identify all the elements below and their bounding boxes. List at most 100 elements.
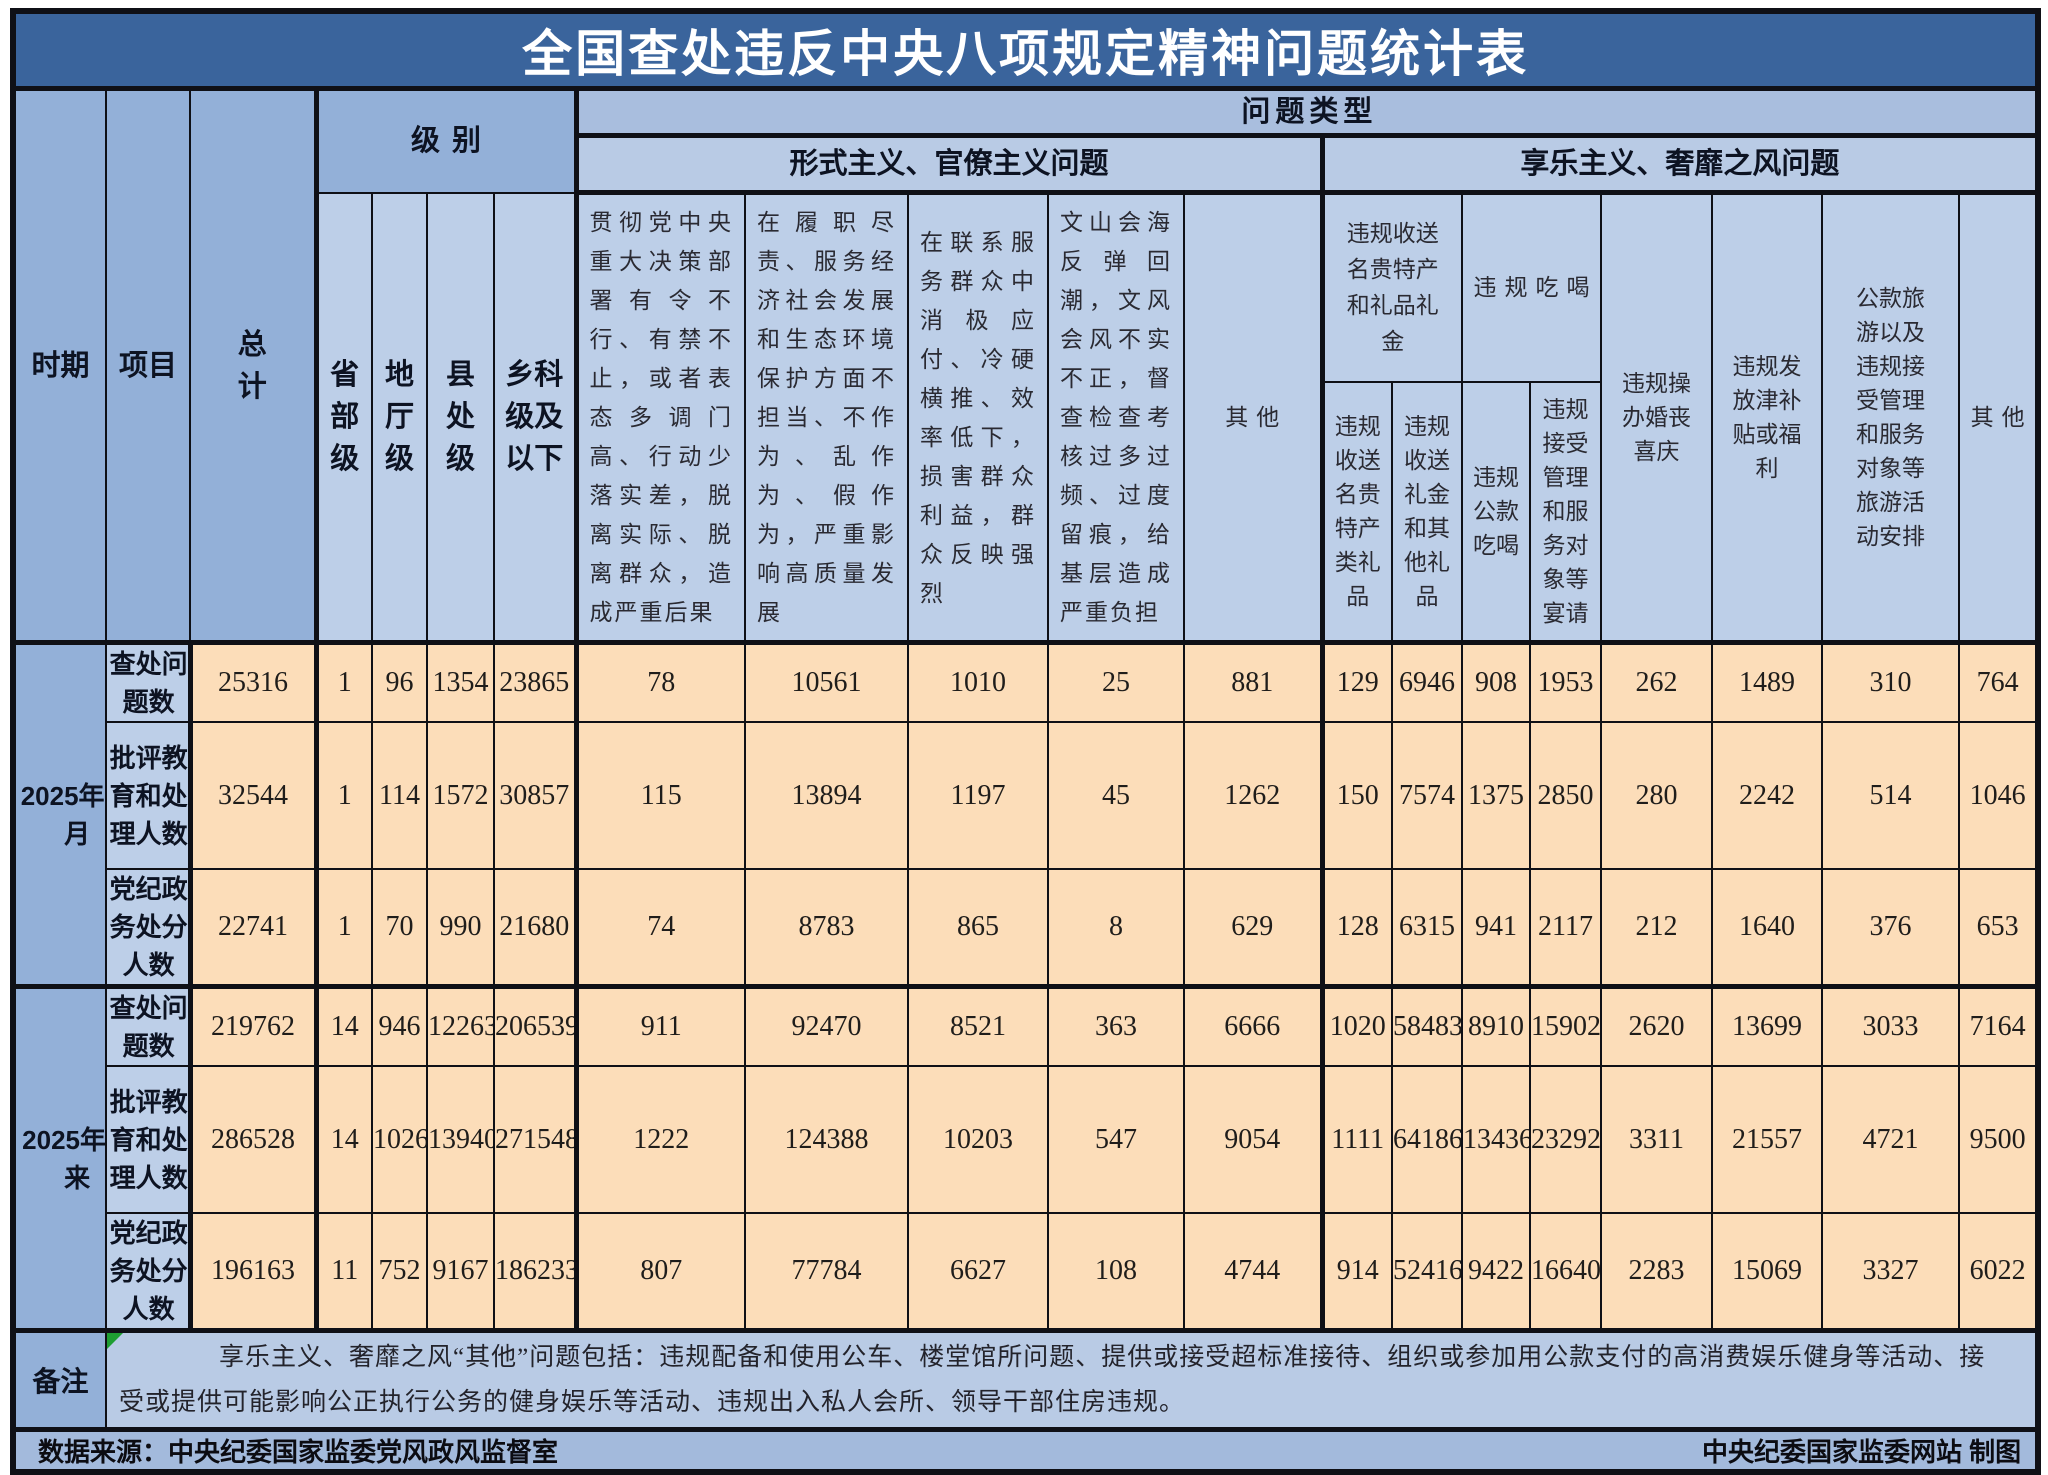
row-label: 党纪政务处分人数 — [105, 1212, 193, 1333]
data-cell: 96 — [371, 641, 428, 723]
data-cell: 14 — [315, 985, 373, 1067]
data-cell: 15902 — [1529, 985, 1602, 1067]
data-cell: 514 — [1821, 721, 1960, 870]
data-cell: 3327 — [1821, 1212, 1960, 1333]
header-hedonism-col-2: 违规公款吃喝 — [1461, 381, 1531, 646]
row-label: 查处问题数 — [105, 641, 193, 723]
header-formalism-col-3: 文山会海反弹回潮，文风会风不实不正，督查检查考核过多过频、过度留痕，给基层造成严… — [1047, 191, 1185, 645]
header-problem-type-group: 问题类型 — [574, 87, 2040, 138]
data-cell: 908 — [1461, 641, 1531, 723]
data-cell: 13894 — [744, 721, 909, 870]
data-cell: 22741 — [189, 868, 319, 989]
header-hedonism-col-6: 公款旅游以及违规接受管理和服务对象等旅游活动安排 — [1821, 191, 1960, 645]
data-cell: 115 — [575, 721, 746, 870]
data-cell: 3033 — [1821, 985, 1960, 1067]
data-cell: 92470 — [744, 985, 909, 1067]
data-cell: 547 — [1047, 1065, 1185, 1214]
period-label: 2025年10月 — [12, 641, 107, 989]
data-cell: 25316 — [189, 641, 319, 723]
data-cell: 8 — [1047, 868, 1185, 989]
period-label: 2025年以来 — [12, 985, 107, 1333]
source-left: 数据来源：中央纪委国家监委党风政风监督室 — [38, 1437, 559, 1467]
header-level-3: 乡科级及以下 — [493, 191, 579, 645]
data-cell: 1046 — [1957, 721, 2040, 870]
data-cell: 9422 — [1461, 1212, 1531, 1333]
header-formalism-col-2: 在联系服务群众中消极应付、冷硬横推、效率低下，损害群众利益，群众反映强烈 — [907, 191, 1049, 645]
note-text: 享乐主义、奢靡之风“其他”问题包括：违规配备和使用公车、楼堂馆所问题、提供或接受… — [119, 1344, 1986, 1416]
data-cell: 376 — [1821, 868, 1960, 989]
data-cell: 286528 — [189, 1065, 319, 1214]
data-cell: 219762 — [189, 985, 319, 1067]
data-cell: 1262 — [1183, 721, 1325, 870]
data-cell: 52416 — [1391, 1212, 1463, 1333]
data-cell: 23292 — [1529, 1065, 1602, 1214]
data-cell: 807 — [575, 1212, 746, 1333]
data-cell: 124388 — [744, 1065, 909, 1214]
header-hedonism-col-7: 其他 — [1957, 191, 2040, 645]
header-formalism-col-1: 在履职尽责、服务经济社会发展和生态环境保护方面不担当、不作为、乱作为、假作为，严… — [744, 191, 909, 645]
data-cell: 1222 — [575, 1065, 746, 1214]
data-cell: 1 — [315, 641, 373, 723]
data-cell: 1354 — [426, 641, 495, 723]
data-cell: 941 — [1461, 868, 1531, 989]
data-cell: 271548 — [493, 1065, 579, 1214]
header-hedonism-col-4: 违规操办婚丧喜庆 — [1600, 191, 1713, 645]
data-cell: 8783 — [744, 868, 909, 989]
header-level-2: 县处级 — [426, 191, 495, 645]
data-cell: 1572 — [426, 721, 495, 870]
note-cell: 享乐主义、奢靡之风“其他”问题包括：违规配备和使用公车、楼堂馆所问题、提供或接受… — [104, 1329, 2040, 1432]
data-cell: 2117 — [1529, 868, 1602, 989]
data-cell: 1010 — [907, 641, 1049, 723]
data-cell: 9167 — [426, 1212, 495, 1333]
data-cell: 1197 — [907, 721, 1049, 870]
data-cell: 310 — [1821, 641, 1960, 723]
header-hedonism-group: 享乐主义、奢靡之风问题 — [1320, 134, 2040, 195]
data-cell: 6946 — [1391, 641, 1463, 723]
header-level-1: 地厅级 — [371, 191, 428, 645]
data-cell: 78 — [575, 641, 746, 723]
data-cell: 21680 — [493, 868, 579, 989]
data-cell: 186233 — [493, 1212, 579, 1333]
row-label: 查处问题数 — [105, 985, 193, 1067]
data-cell: 881 — [1183, 641, 1325, 723]
data-cell: 1640 — [1711, 868, 1823, 989]
page-title: 全国查处违反中央八项规定精神问题统计表 — [11, 10, 2040, 91]
data-cell: 196163 — [189, 1212, 319, 1333]
statistics-table: 全国查处违反中央八项规定精神问题统计表 时期 项目 总计 级别 问题类型 形式主… — [10, 8, 2042, 1475]
data-cell: 865 — [907, 868, 1049, 989]
data-cell: 946 — [371, 985, 428, 1067]
data-cell: 13436 — [1461, 1065, 1531, 1214]
data-cell: 30857 — [493, 721, 579, 870]
data-cell: 25 — [1047, 641, 1185, 723]
header-hedonism-col-5: 违规发放津补贴或福利 — [1711, 191, 1823, 645]
data-cell: 2850 — [1529, 721, 1602, 870]
data-cell: 128 — [1321, 868, 1393, 989]
header-level-0: 省部级 — [315, 191, 373, 645]
data-cell: 629 — [1183, 868, 1325, 989]
data-cell: 1 — [315, 868, 373, 989]
data-cell: 10203 — [907, 1065, 1049, 1214]
data-cell: 2620 — [1600, 985, 1713, 1067]
data-cell: 8521 — [907, 985, 1049, 1067]
data-cell: 11 — [315, 1212, 373, 1333]
data-cell: 64186 — [1391, 1065, 1463, 1214]
data-cell: 4744 — [1183, 1212, 1325, 1333]
source-right: 中央纪委国家监委网站 制图 — [1701, 1437, 2022, 1467]
data-cell: 6666 — [1183, 985, 1325, 1067]
data-cell: 6315 — [1391, 868, 1463, 989]
data-cell: 15069 — [1711, 1212, 1823, 1333]
data-cell: 70 — [371, 868, 428, 989]
data-cell: 74 — [575, 868, 746, 989]
data-cell: 911 — [575, 985, 746, 1067]
data-cell: 1 — [315, 721, 373, 870]
row-label: 党纪政务处分人数 — [105, 868, 193, 989]
header-hedonism-col-0: 违规收送名贵特产类礼品 — [1321, 381, 1393, 646]
data-cell: 13699 — [1711, 985, 1823, 1067]
data-cell: 16640 — [1529, 1212, 1602, 1333]
header-formalism-group: 形式主义、官僚主义问题 — [575, 134, 1325, 195]
data-cell: 262 — [1600, 641, 1713, 723]
data-cell: 1489 — [1711, 641, 1823, 723]
data-cell: 914 — [1321, 1212, 1393, 1333]
data-cell: 212 — [1600, 868, 1713, 989]
data-cell: 7574 — [1391, 721, 1463, 870]
